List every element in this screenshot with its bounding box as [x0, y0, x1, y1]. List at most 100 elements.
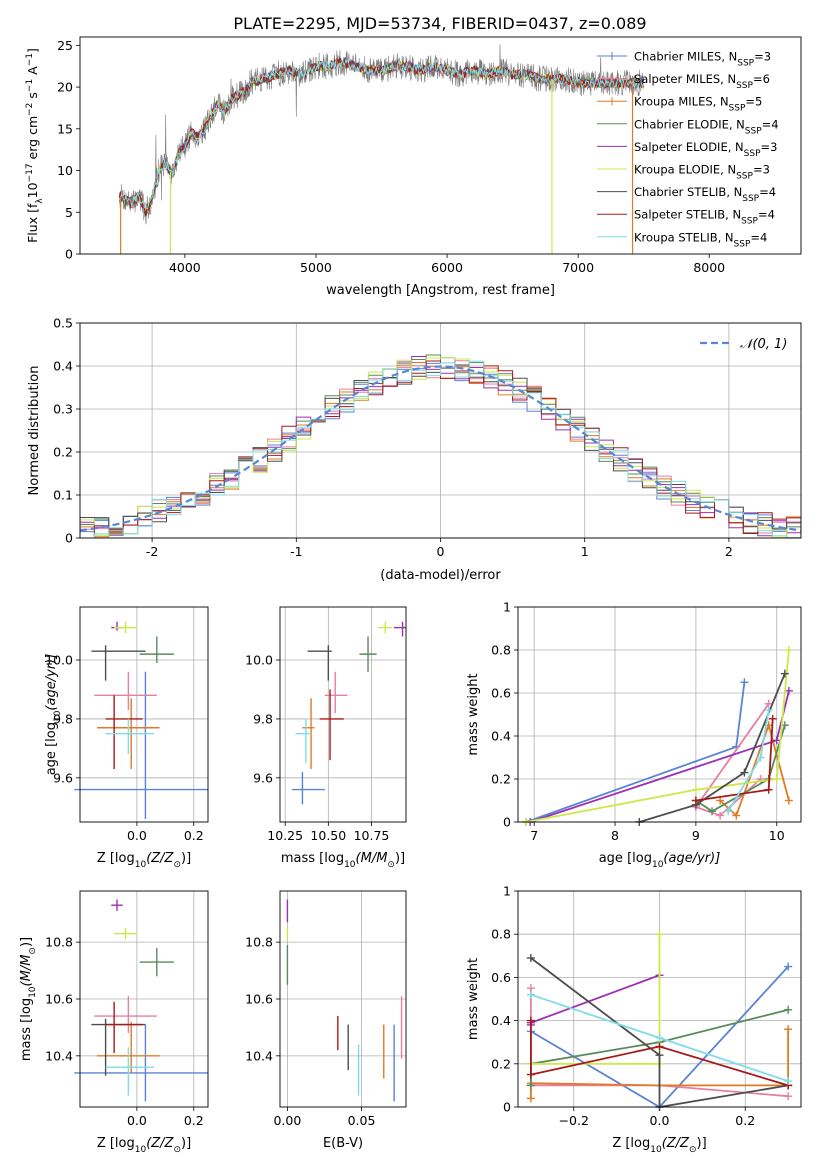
label-part: Salpeter ELODIE, N [634, 140, 744, 154]
x-tick-label: 9 [692, 828, 700, 843]
label-part: SSP [736, 81, 753, 91]
label-part: Salpeter STELIB, N [634, 208, 741, 222]
y-axis-label: age [log10(age/yr)] [44, 654, 63, 776]
label-part: (age/yr)] [663, 851, 720, 866]
y-tick-label: 0 [65, 531, 73, 546]
label-part: SSP [741, 217, 758, 227]
x-tick-label: 8 [611, 828, 619, 843]
label-part: 10 [650, 1145, 662, 1155]
mass-vs-EBV-axes: 0.00 0.05 10.4 10.6 10.8 E(B-V) [245, 890, 407, 1151]
y-tick-label: 9.8 [253, 711, 273, 726]
label-part: SSP [742, 194, 759, 204]
x-tick-label: 10 [769, 828, 785, 843]
x-tick-label: 0.2 [184, 1113, 204, 1128]
label-part: =3 [753, 163, 770, 177]
x-tick-label: -1 [290, 544, 302, 559]
label-part: −17 [25, 163, 35, 182]
y-tick-label: 10.0 [245, 653, 273, 668]
x-tick-label: 5000 [300, 260, 332, 275]
axes-frame [79, 606, 209, 823]
label-part: Z [log [97, 851, 135, 866]
y-tick-label: 0.6 [491, 970, 511, 985]
label-part: λ [35, 198, 45, 204]
label-part: SSP [734, 239, 751, 249]
x-tick-label: 0.0 [127, 1113, 147, 1128]
y-tick-label: 0.3 [53, 402, 73, 417]
y-tick-label: 15 [57, 121, 73, 136]
label-part: Salpeter MILES, N [634, 72, 736, 86]
label-part: 10 [28, 986, 38, 998]
label-part: s [25, 92, 40, 103]
legend-entry-label: Chabrier MILES, NSSP=3 [634, 50, 771, 69]
age-vs-mass-axes: 10.25 10.50 10.75 9.6 9.8 10.0 mass [log10(M/M… [245, 606, 407, 870]
label-part: SSP [737, 59, 754, 69]
x-tick-label: 0 [437, 544, 445, 559]
label-part: ⊙ [689, 1145, 697, 1155]
y-tick-label: 0.5 [53, 316, 73, 331]
legend-entry-label: Chabrier STELIB, NSSP=4 [634, 185, 776, 204]
label-part: mass [log [281, 851, 344, 866]
label-part: Chabrier ELODIE, N [634, 117, 745, 131]
x-axis-label: (data-model)/error [380, 568, 501, 583]
label-part: =5 [745, 95, 762, 109]
y-tick-label: 5 [65, 205, 73, 220]
label-part: )] [181, 851, 191, 866]
y-tick-label: 0.1 [53, 488, 73, 503]
x-axis-label: wavelength [Angstrom, rest frame] [326, 283, 555, 298]
y-axis-label: mass weight [466, 958, 481, 1040]
normal-reference-curve [79, 365, 802, 532]
y-tick-label: 0 [503, 815, 511, 830]
axes-frame [79, 890, 209, 1108]
label-part: age [log [599, 851, 652, 866]
x-tick-label: 7000 [562, 260, 594, 275]
x-tick-label: -2 [146, 544, 158, 559]
label-part: =4 [759, 185, 776, 199]
label-part: −1 [25, 53, 35, 66]
x-tick-label: 0.0 [127, 828, 147, 843]
x-tick-label: 2 [725, 544, 733, 559]
y-tick-label: 10.4 [245, 1048, 273, 1063]
weight-series-line [530, 1020, 789, 1087]
label-part: SSP [744, 149, 761, 159]
label-part: A [25, 66, 40, 79]
histogram-step-line [80, 360, 801, 538]
label-part: =4 [758, 208, 775, 222]
axes-frame [279, 890, 407, 1108]
y-tick-label: 0.8 [491, 643, 511, 658]
axes-frame [517, 890, 802, 1108]
y-tick-label: 10.6 [245, 992, 273, 1007]
y-tick-label: 0 [503, 1100, 511, 1115]
x-axis-label: Z [log10(Z/Z⊙)] [97, 1136, 191, 1155]
label-part: (M/M [356, 851, 388, 866]
weight-vs-Z-axes: −0.2 0.0 0.2 0 0.2 0.4 0.6 0.8 1 Z [log10(Z/Z⊙)] m… [466, 884, 802, 1155]
label-part: Kroupa STELIB, N [634, 230, 734, 244]
y-tick-label: 0.2 [491, 772, 511, 787]
x-tick-label: 7 [530, 828, 538, 843]
legend-entry-label: Kroupa MILES, NSSP=5 [634, 95, 762, 114]
y-tick-label: 9.6 [253, 770, 273, 785]
label-part: (age/yr)] [44, 654, 59, 711]
label-part: Kroupa MILES, N [634, 95, 729, 109]
label-part: −2 [25, 103, 35, 116]
spectrum-model-line [118, 58, 645, 210]
y-tick-label: 0.2 [491, 1056, 511, 1071]
x-tick-label: 4000 [169, 260, 201, 275]
label-part: Z [log [612, 1136, 650, 1151]
label-part: (Z/Z [146, 1136, 174, 1151]
y-tick-label: 0.4 [491, 729, 511, 744]
x-axis-label: age [log10(age/yr)] [599, 851, 721, 870]
weight-series-line [719, 722, 790, 818]
y-tick-label: 0.6 [491, 686, 511, 701]
label-part: =4 [750, 230, 767, 244]
label-part: ⊙ [387, 860, 395, 870]
label-part: −1 [25, 79, 35, 92]
y-tick-label: 0.4 [491, 1013, 511, 1028]
weight-series-line [530, 974, 660, 1025]
y-tick-label: 10.8 [45, 935, 73, 950]
spectrum-model-line [118, 57, 645, 216]
legend-entry-label: Kroupa ELODIE, NSSP=3 [634, 163, 770, 182]
x-axis-label: Z [log10(Z/Z⊙)] [612, 1136, 706, 1155]
label-part: E(B-V) [323, 1136, 363, 1151]
